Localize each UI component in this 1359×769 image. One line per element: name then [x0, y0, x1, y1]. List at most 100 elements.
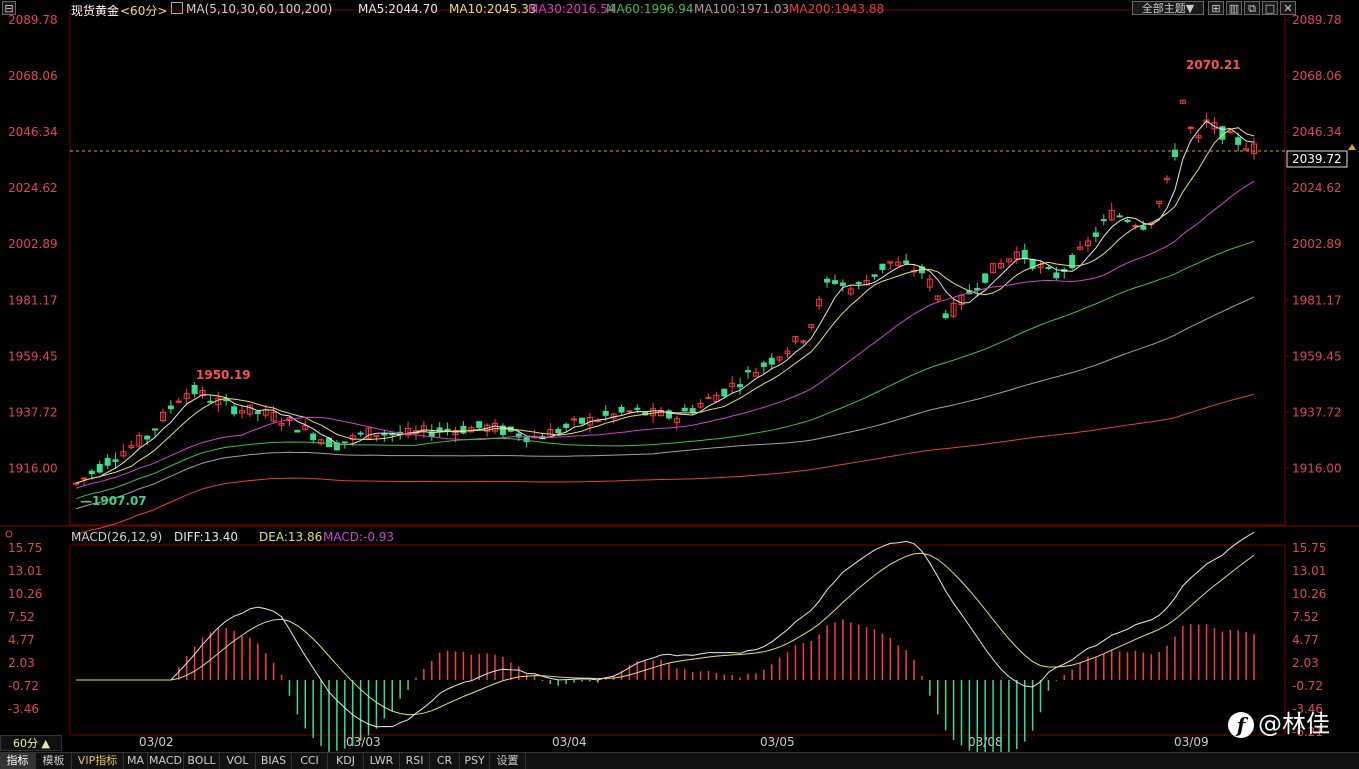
price-label-right: 1981.17: [1292, 293, 1342, 307]
candle-body: [737, 384, 744, 388]
macd-label-left: 4.77: [8, 633, 35, 647]
menu-icon[interactable]: ⊟: [2, 1, 16, 15]
candle-body: [1100, 219, 1107, 222]
candle-body: [152, 428, 159, 431]
candle-body: [120, 451, 127, 457]
candle-body: [246, 404, 253, 415]
candle-body: [144, 435, 151, 440]
theme-button[interactable]: 全部主题▼: [1132, 1, 1204, 15]
candle-body: [990, 263, 997, 274]
date-label: 03/09: [1174, 735, 1209, 749]
candle-body: [1251, 143, 1257, 154]
candle-body: [460, 425, 467, 434]
candle-body: [1084, 240, 1091, 247]
candle-body: [88, 470, 95, 474]
candle-body: [1140, 225, 1147, 230]
candle-body: [476, 421, 483, 428]
candle-body: [1077, 246, 1084, 250]
candle-body: [318, 439, 325, 445]
price-label-right: 1916.00: [1292, 461, 1342, 475]
macd-legend-item: DIFF:13.40: [174, 530, 239, 544]
ma-legend-item: MA10:2045.33: [449, 2, 537, 16]
indicator-tabbar: 指标 模板 VIP指标 MA MACD BOLL VOL BIAS CCI KDJ LWR RSI CR…: [0, 752, 1359, 769]
price-label-left: 2024.62: [8, 181, 58, 195]
candle-body: [563, 423, 570, 428]
candle-body: [1116, 215, 1123, 218]
indicator-tab[interactable]: 指标: [0, 753, 36, 769]
indicator-tab[interactable]: CR: [430, 753, 460, 769]
candle-body: [1045, 267, 1052, 270]
candle-body: [998, 263, 1005, 269]
close-icon[interactable]: ✕: [1280, 1, 1296, 15]
macd-legend-item: MACD:-0.93: [323, 530, 395, 544]
chart-icon[interactable]: ▥: [1226, 1, 1242, 15]
macd-label-left: 13.01: [8, 564, 42, 578]
indicator-tab[interactable]: RSI: [400, 753, 430, 769]
current-price-label: 2039.72: [1292, 152, 1342, 166]
macd-label-left: 10.26: [8, 587, 42, 601]
candle-body: [128, 445, 135, 448]
date-label: 03/05: [760, 735, 795, 749]
candle-body: [681, 407, 688, 412]
price-arrow-icon: [1348, 144, 1356, 150]
candle-body: [571, 418, 578, 421]
price-label-left: 2002.89: [8, 237, 58, 251]
macd-label-left: -0.72: [8, 679, 39, 693]
candle-body: [745, 370, 752, 373]
price-panel-frame: [69, 9, 1286, 526]
macd-label-right: 13.01: [1292, 564, 1326, 578]
candle-body: [484, 424, 491, 432]
candle-body: [847, 288, 854, 295]
dea-line: [76, 552, 1255, 716]
macd-label-right: -0.72: [1292, 679, 1323, 693]
price-label-right: 2089.78: [1292, 13, 1342, 27]
current-price-box: [1286, 150, 1348, 168]
price-label-right: 2024.62: [1292, 181, 1342, 195]
candle-body: [855, 282, 862, 285]
ma-line: [75, 127, 1255, 484]
price-label-left: 1937.72: [8, 405, 58, 419]
candle-body: [80, 477, 87, 480]
indicator-tab[interactable]: VIP指标: [72, 753, 124, 769]
indicator-tab[interactable]: LWR: [364, 753, 400, 769]
indicator-tab[interactable]: KDJ: [328, 753, 364, 769]
candle-body: [871, 274, 878, 277]
indicator-tab[interactable]: PSY: [460, 753, 490, 769]
price-label-left: 2089.78: [8, 13, 58, 27]
date-label: 03/02: [139, 735, 174, 749]
candle-body: [1013, 251, 1020, 260]
candle-body: [191, 384, 198, 395]
ma-legend-item: MA(5,10,30,60,100,200): [186, 2, 333, 16]
indicator-tab[interactable]: BIAS: [256, 753, 292, 769]
period-selector[interactable]: 60分 ▲: [0, 735, 62, 751]
candle-body: [1179, 99, 1186, 104]
candle-body: [721, 388, 728, 397]
candle-body: [705, 396, 712, 399]
candle-body: [310, 433, 317, 441]
macd-panel-frame: [69, 544, 1286, 736]
ma-legend-item: MA100:1971.03: [694, 2, 790, 16]
indicator-tab[interactable]: 模板: [36, 753, 72, 769]
macd-legend-item: MACD(26,12,9): [71, 530, 163, 544]
candle-body: [626, 410, 633, 413]
grid-icon[interactable]: ⊞: [1208, 1, 1224, 15]
low-annotation: —1907.07: [80, 494, 147, 508]
price-label-right: 2068.06: [1292, 69, 1342, 83]
macd-label-right: 10.26: [1292, 587, 1326, 601]
restore-icon[interactable]: ⧉: [1244, 1, 1260, 15]
diff-line: [76, 531, 1255, 728]
candle-body: [1187, 126, 1194, 129]
indicator-tab[interactable]: BOLL: [184, 753, 220, 769]
candle-body: [381, 433, 388, 436]
indicator-tab[interactable]: 设置: [490, 753, 526, 769]
indicator-tab[interactable]: VOL: [220, 753, 256, 769]
indicator-tab[interactable]: MACD: [148, 753, 184, 769]
high-annotation: 2070.21: [1186, 58, 1241, 72]
maximize-icon[interactable]: □: [1262, 1, 1278, 15]
indicator-tab[interactable]: MA: [124, 753, 148, 769]
date-label: 03/04: [552, 735, 587, 749]
candle-body: [800, 340, 807, 343]
indicator-tab[interactable]: CCI: [292, 753, 328, 769]
candle-body: [824, 278, 831, 283]
